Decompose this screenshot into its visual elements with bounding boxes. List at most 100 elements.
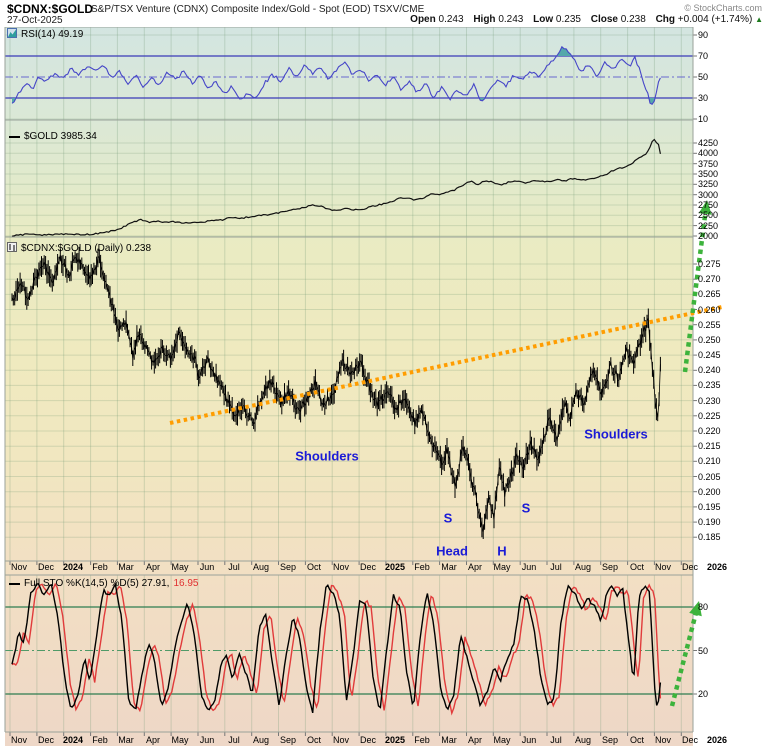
x-axis-month-label: Mar — [118, 735, 134, 745]
x-axis-month-label: Aug — [252, 562, 270, 572]
x-axis-month-label: Oct — [629, 735, 645, 745]
x-axis-month-label: 2025 — [384, 735, 406, 745]
pattern-annotation: Shoulders — [295, 448, 359, 464]
gold-legend: $GOLD 3985.34 — [9, 131, 97, 142]
x-axis-month-label: Nov — [654, 562, 672, 572]
gold-ytick-label: 4250 — [698, 138, 719, 148]
price-ytick-label: 0.210 — [698, 456, 721, 466]
x-axis-month-label: Oct — [306, 735, 322, 745]
gold-line-swatch — [9, 135, 20, 138]
gold-ytick-label: 3250 — [698, 179, 719, 189]
x-axis-month-label: 2024 — [62, 735, 84, 745]
price-ytick-label: 0.220 — [698, 426, 721, 436]
close-label: Close — [590, 14, 618, 25]
quote-bar: Open 0.243 High 0.243 Low 0.235 Close 0.… — [403, 14, 763, 25]
pattern-annotation: Head — [436, 543, 468, 559]
low-label: Low — [533, 14, 554, 25]
x-axis-month-label: 2026 — [706, 562, 728, 572]
gold-ytick-label: 3000 — [698, 190, 719, 200]
high-value: 0.243 — [498, 14, 524, 25]
price-legend: $CDNX:$GOLD (Daily) 0.238 — [7, 242, 151, 255]
gold-ytick-label: 2750 — [698, 200, 719, 210]
symbol-title: $CDNX:$GOLD — [7, 2, 94, 16]
x-axis-month-label: May — [493, 735, 511, 745]
price-ytick-label: 0.200 — [698, 487, 721, 497]
x-axis-month-label: May — [171, 735, 189, 745]
x-axis-month-label: Jun — [521, 735, 537, 745]
x-axis-month-label: 2024 — [62, 562, 84, 572]
sto-ytick-label: 80 — [698, 602, 709, 612]
x-axis-month-label: Jun — [199, 735, 215, 745]
x-axis-month-label: Dec — [681, 735, 699, 745]
sto-legend: Full STO %K(14,5) %D(5) 27.91, 16.95 — [9, 578, 198, 589]
price-ytick-label: 0.185 — [698, 532, 721, 542]
x-axis-month-label: Dec — [681, 562, 699, 572]
x-axis-month-label: May — [171, 562, 189, 572]
price-ytick-label: 0.245 — [698, 350, 721, 360]
symbol-description: S&P/TSX Venture (CDNX) Composite Index/G… — [91, 4, 425, 15]
x-axis-month-label: Jul — [550, 562, 562, 572]
x-axis-month-label: Jul — [228, 562, 240, 572]
price-ytick-label: 0.195 — [698, 502, 721, 512]
price-legend-text: $CDNX:$GOLD (Daily) 0.238 — [21, 243, 152, 254]
x-axis-month-label: Dec — [359, 562, 377, 572]
price-ytick-label: 0.225 — [698, 411, 721, 421]
x-axis-month-label: Dec — [37, 562, 55, 572]
x-axis-month-label: Oct — [306, 562, 322, 572]
x-axis-month-label: Apr — [467, 735, 483, 745]
gold-legend-text: $GOLD 3985.34 — [24, 131, 97, 142]
x-axis-month-label: Oct — [629, 562, 645, 572]
rsi-ytick-label: 90 — [698, 30, 709, 40]
open-value: 0.243 — [438, 14, 464, 25]
rsi-ytick-label: 30 — [698, 93, 709, 103]
x-axis-month-label: Nov — [654, 735, 672, 745]
x-axis-month-label: 2025 — [384, 562, 406, 572]
pattern-annotation: Shoulders — [584, 426, 648, 442]
price-chart-icon — [7, 242, 17, 255]
x-axis-month-label: Apr — [467, 562, 483, 572]
x-axis-month-label: Aug — [252, 735, 270, 745]
high-label: High — [473, 14, 496, 25]
gold-ytick-label: 4000 — [698, 148, 719, 158]
close-value: 0.238 — [620, 14, 646, 25]
price-ytick-label: 0.255 — [698, 320, 721, 330]
x-axis-month-label: Feb — [92, 735, 108, 745]
gold-ytick-label: 3500 — [698, 169, 719, 179]
price-ytick-label: 0.190 — [698, 517, 721, 527]
header: $CDNX:$GOLD S&P/TSX Venture (CDNX) Compo… — [0, 0, 768, 27]
sto-line-swatch — [9, 582, 20, 585]
open-label: Open — [410, 14, 436, 25]
x-axis-month-label: Sep — [279, 735, 297, 745]
sto-legend-d: 16.95 — [173, 578, 199, 589]
low-value: 0.235 — [555, 14, 581, 25]
x-axis-month-label: Nov — [10, 735, 28, 745]
price-ytick-label: 0.270 — [698, 274, 721, 284]
indicator-icon — [7, 28, 17, 41]
pattern-annotation: H — [497, 543, 507, 559]
sto-legend-k: Full STO %K(14,5) %D(5) 27.91, — [24, 578, 170, 589]
pattern-annotation: S — [443, 510, 453, 526]
gold-ytick-label: 2500 — [698, 210, 719, 220]
x-axis-month-label: Aug — [574, 562, 592, 572]
price-ytick-label: 0.240 — [698, 365, 721, 375]
rsi-ytick-label: 70 — [698, 51, 709, 61]
x-axis-month-label: Jun — [521, 562, 537, 572]
price-ytick-label: 0.250 — [698, 335, 721, 345]
copyright: © StockCharts.com — [684, 3, 762, 13]
x-axis-month-label: May — [493, 562, 511, 572]
price-ytick-label: 0.230 — [698, 396, 721, 406]
sto-ytick-label: 50 — [698, 646, 709, 656]
x-axis-month-label: Jun — [199, 562, 215, 572]
x-axis-month-label: 2026 — [706, 735, 728, 745]
gold-ytick-label: 2250 — [698, 221, 719, 231]
rsi-ytick-label: 50 — [698, 72, 709, 82]
x-axis-month-label: Dec — [359, 735, 377, 745]
chg-label: Chg — [655, 14, 676, 25]
sto-ytick-label: 20 — [698, 689, 709, 699]
price-ytick-label: 0.265 — [698, 289, 721, 299]
up-arrow-icon: ▲ — [755, 15, 763, 24]
rsi-legend-text: RSI(14) 49.19 — [21, 29, 84, 40]
price-ytick-label: 0.205 — [698, 472, 721, 482]
gold-ytick-label: 2000 — [698, 231, 719, 241]
